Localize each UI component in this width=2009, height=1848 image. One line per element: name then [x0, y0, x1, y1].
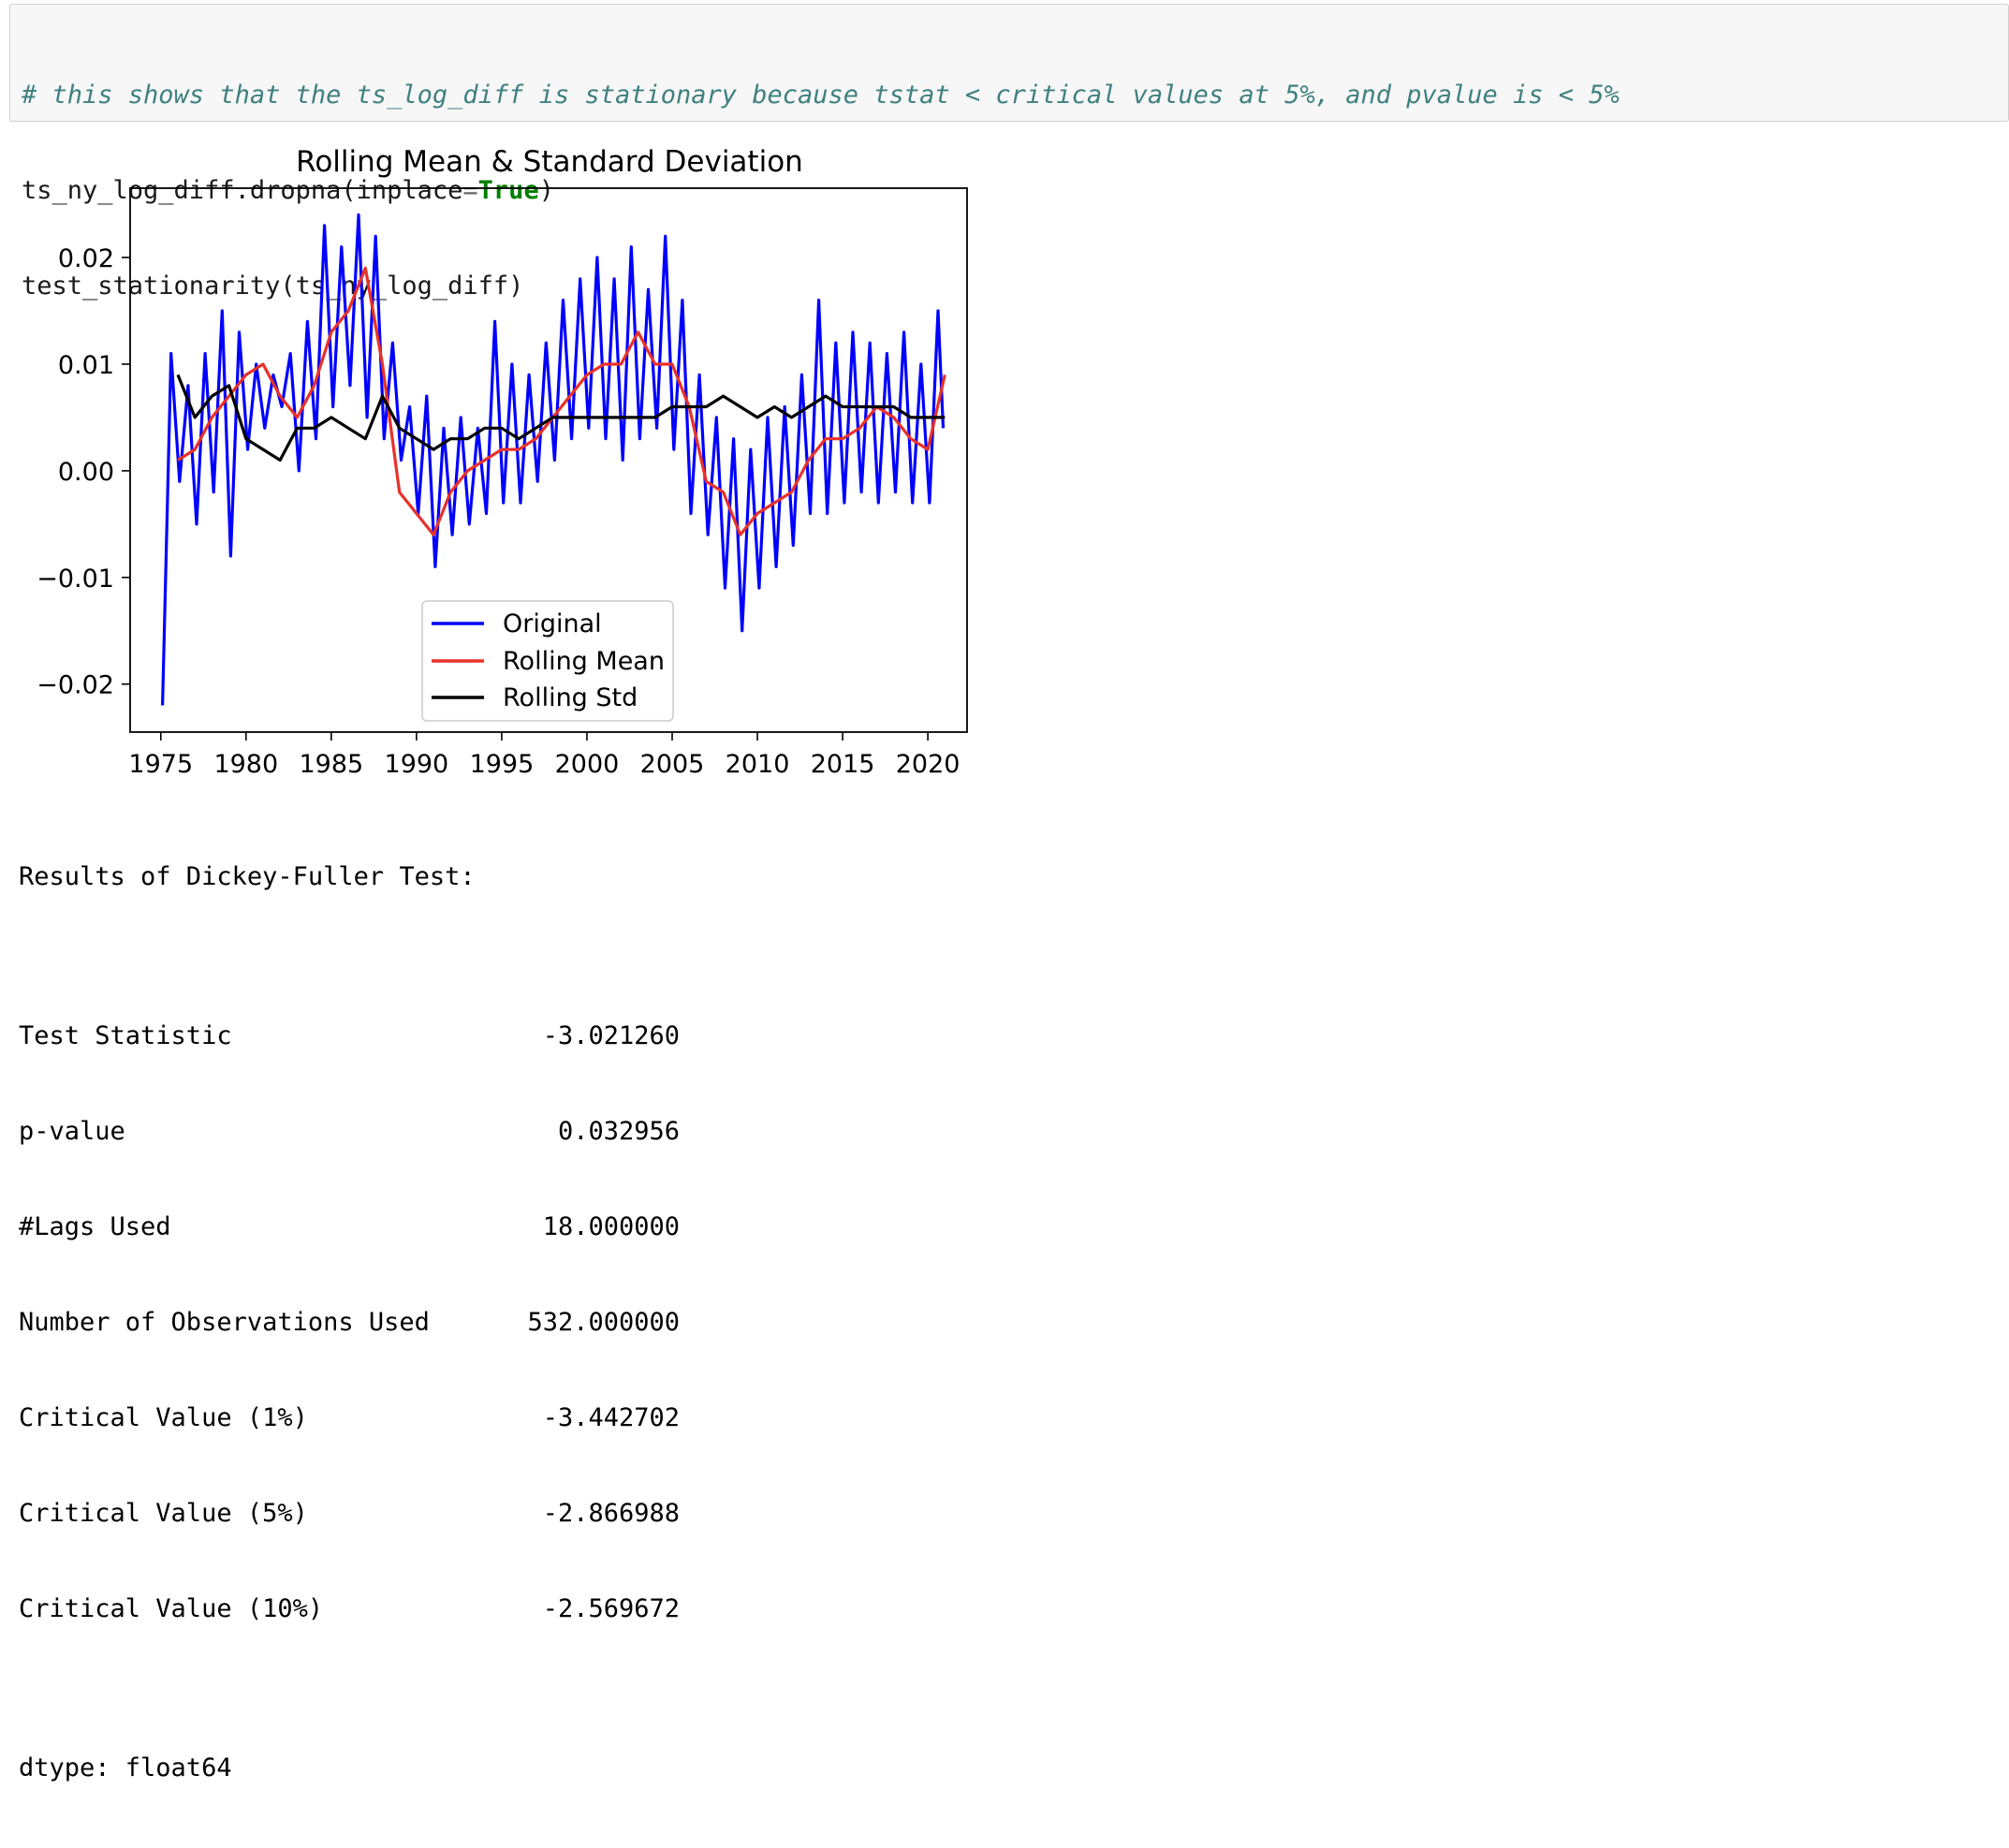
x-tick-label: 2000	[555, 750, 620, 779]
y-tick-label: −0.01	[37, 565, 114, 594]
code-comment: # this shows that the ts_log_diff is sta…	[22, 81, 1620, 110]
code-text: ts_ny_log_diff.dropna(inplace	[22, 176, 463, 205]
df-table: Test Statistic -3.021260 p-value 0.032956 …	[19, 957, 680, 1689]
x-tick-label: 1985	[299, 750, 363, 779]
code-keyword: True	[477, 176, 539, 205]
y-tick-label: 0.01	[58, 351, 114, 380]
df-value: 0.032956	[557, 1117, 680, 1146]
df-row: Critical Value (5%) -2.866988	[19, 1498, 680, 1530]
x-tick-label: 2015	[811, 750, 875, 779]
x-tick-label: 2010	[726, 750, 790, 779]
df-value: -2.569672	[542, 1594, 680, 1623]
df-key: Number of Observations Used	[19, 1308, 430, 1337]
df-key: Critical Value (5%)	[19, 1499, 308, 1528]
code-text: )	[538, 176, 554, 205]
df-value: 18.000000	[542, 1212, 680, 1241]
x-tick-label: 1980	[213, 750, 278, 779]
df-header: Results of Dickey-Fuller Test:	[19, 862, 476, 891]
df-key: Critical Value (10%)	[19, 1594, 324, 1623]
df-row: p-value 0.032956	[19, 1116, 680, 1148]
df-row: #Lags Used 18.000000	[19, 1211, 680, 1243]
y-tick-label: 0.02	[58, 244, 114, 273]
x-tick-label: 2005	[640, 750, 705, 779]
df-row: Critical Value (10%) -2.569672	[19, 1593, 680, 1625]
rolling-chart: Rolling Mean & Standard Deviation 1975 19…	[37, 145, 968, 779]
x-tick-label: 1975	[128, 750, 193, 779]
df-value: -2.866988	[542, 1499, 680, 1528]
df-value: 532.000000	[527, 1308, 680, 1337]
series-line-original	[161, 213, 946, 706]
x-tick-label: 2020	[896, 750, 961, 779]
df-key: p-value	[19, 1117, 125, 1146]
df-value: -3.021260	[542, 1021, 680, 1050]
code-line-dropna: ts_ny_log_diff.dropna(inplace=True)	[22, 175, 2008, 207]
code-line-test: test_stationarity(ts_ny_log_diff)	[22, 271, 524, 301]
series-line-rolling-mean	[177, 266, 946, 536]
code-operator: =	[462, 176, 478, 205]
plot-area	[161, 213, 946, 706]
chart-legend: Original Rolling Mean Rolling Std	[421, 600, 674, 722]
plot-frame	[129, 187, 968, 733]
legend-label-rolling-mean: Rolling Mean	[503, 647, 665, 676]
df-row: Test Statistic -3.021260	[19, 1020, 680, 1052]
legend-label-original: Original	[503, 609, 602, 638]
chart-title: Rolling Mean & Standard Deviation	[296, 145, 803, 179]
df-row: Number of Observations Used 532.000000	[19, 1307, 680, 1339]
df-value: -3.442702	[542, 1403, 680, 1432]
dickey-fuller-results: Results of Dickey-Fuller Test: Test Stat…	[19, 798, 680, 1848]
legend-label-rolling-std: Rolling Std	[503, 683, 638, 712]
df-key: Critical Value (1%)	[19, 1403, 308, 1432]
df-key: #Lags Used	[19, 1212, 171, 1241]
y-tick-label: −0.02	[37, 671, 114, 700]
y-tick-label: 0.00	[58, 458, 114, 487]
x-tick-label: 1990	[385, 750, 449, 779]
df-footer: dtype: float64	[19, 1753, 232, 1782]
x-tick-label: 1995	[470, 750, 535, 779]
axes: 1975 1980 1985 1990 1995 2000 2005 2010 2015 2020…	[37, 244, 960, 779]
df-row: Critical Value (1%) -3.442702	[19, 1402, 680, 1434]
cell-output: Rolling Mean & Standard Deviation 1975 19…	[0, 131, 1030, 1782]
code-cell[interactable]: # this shows that the ts_log_diff is sta…	[9, 4, 2009, 301]
legend-box	[421, 600, 674, 722]
df-key: Test Statistic	[19, 1021, 232, 1050]
series-line-rolling-std	[176, 374, 946, 462]
